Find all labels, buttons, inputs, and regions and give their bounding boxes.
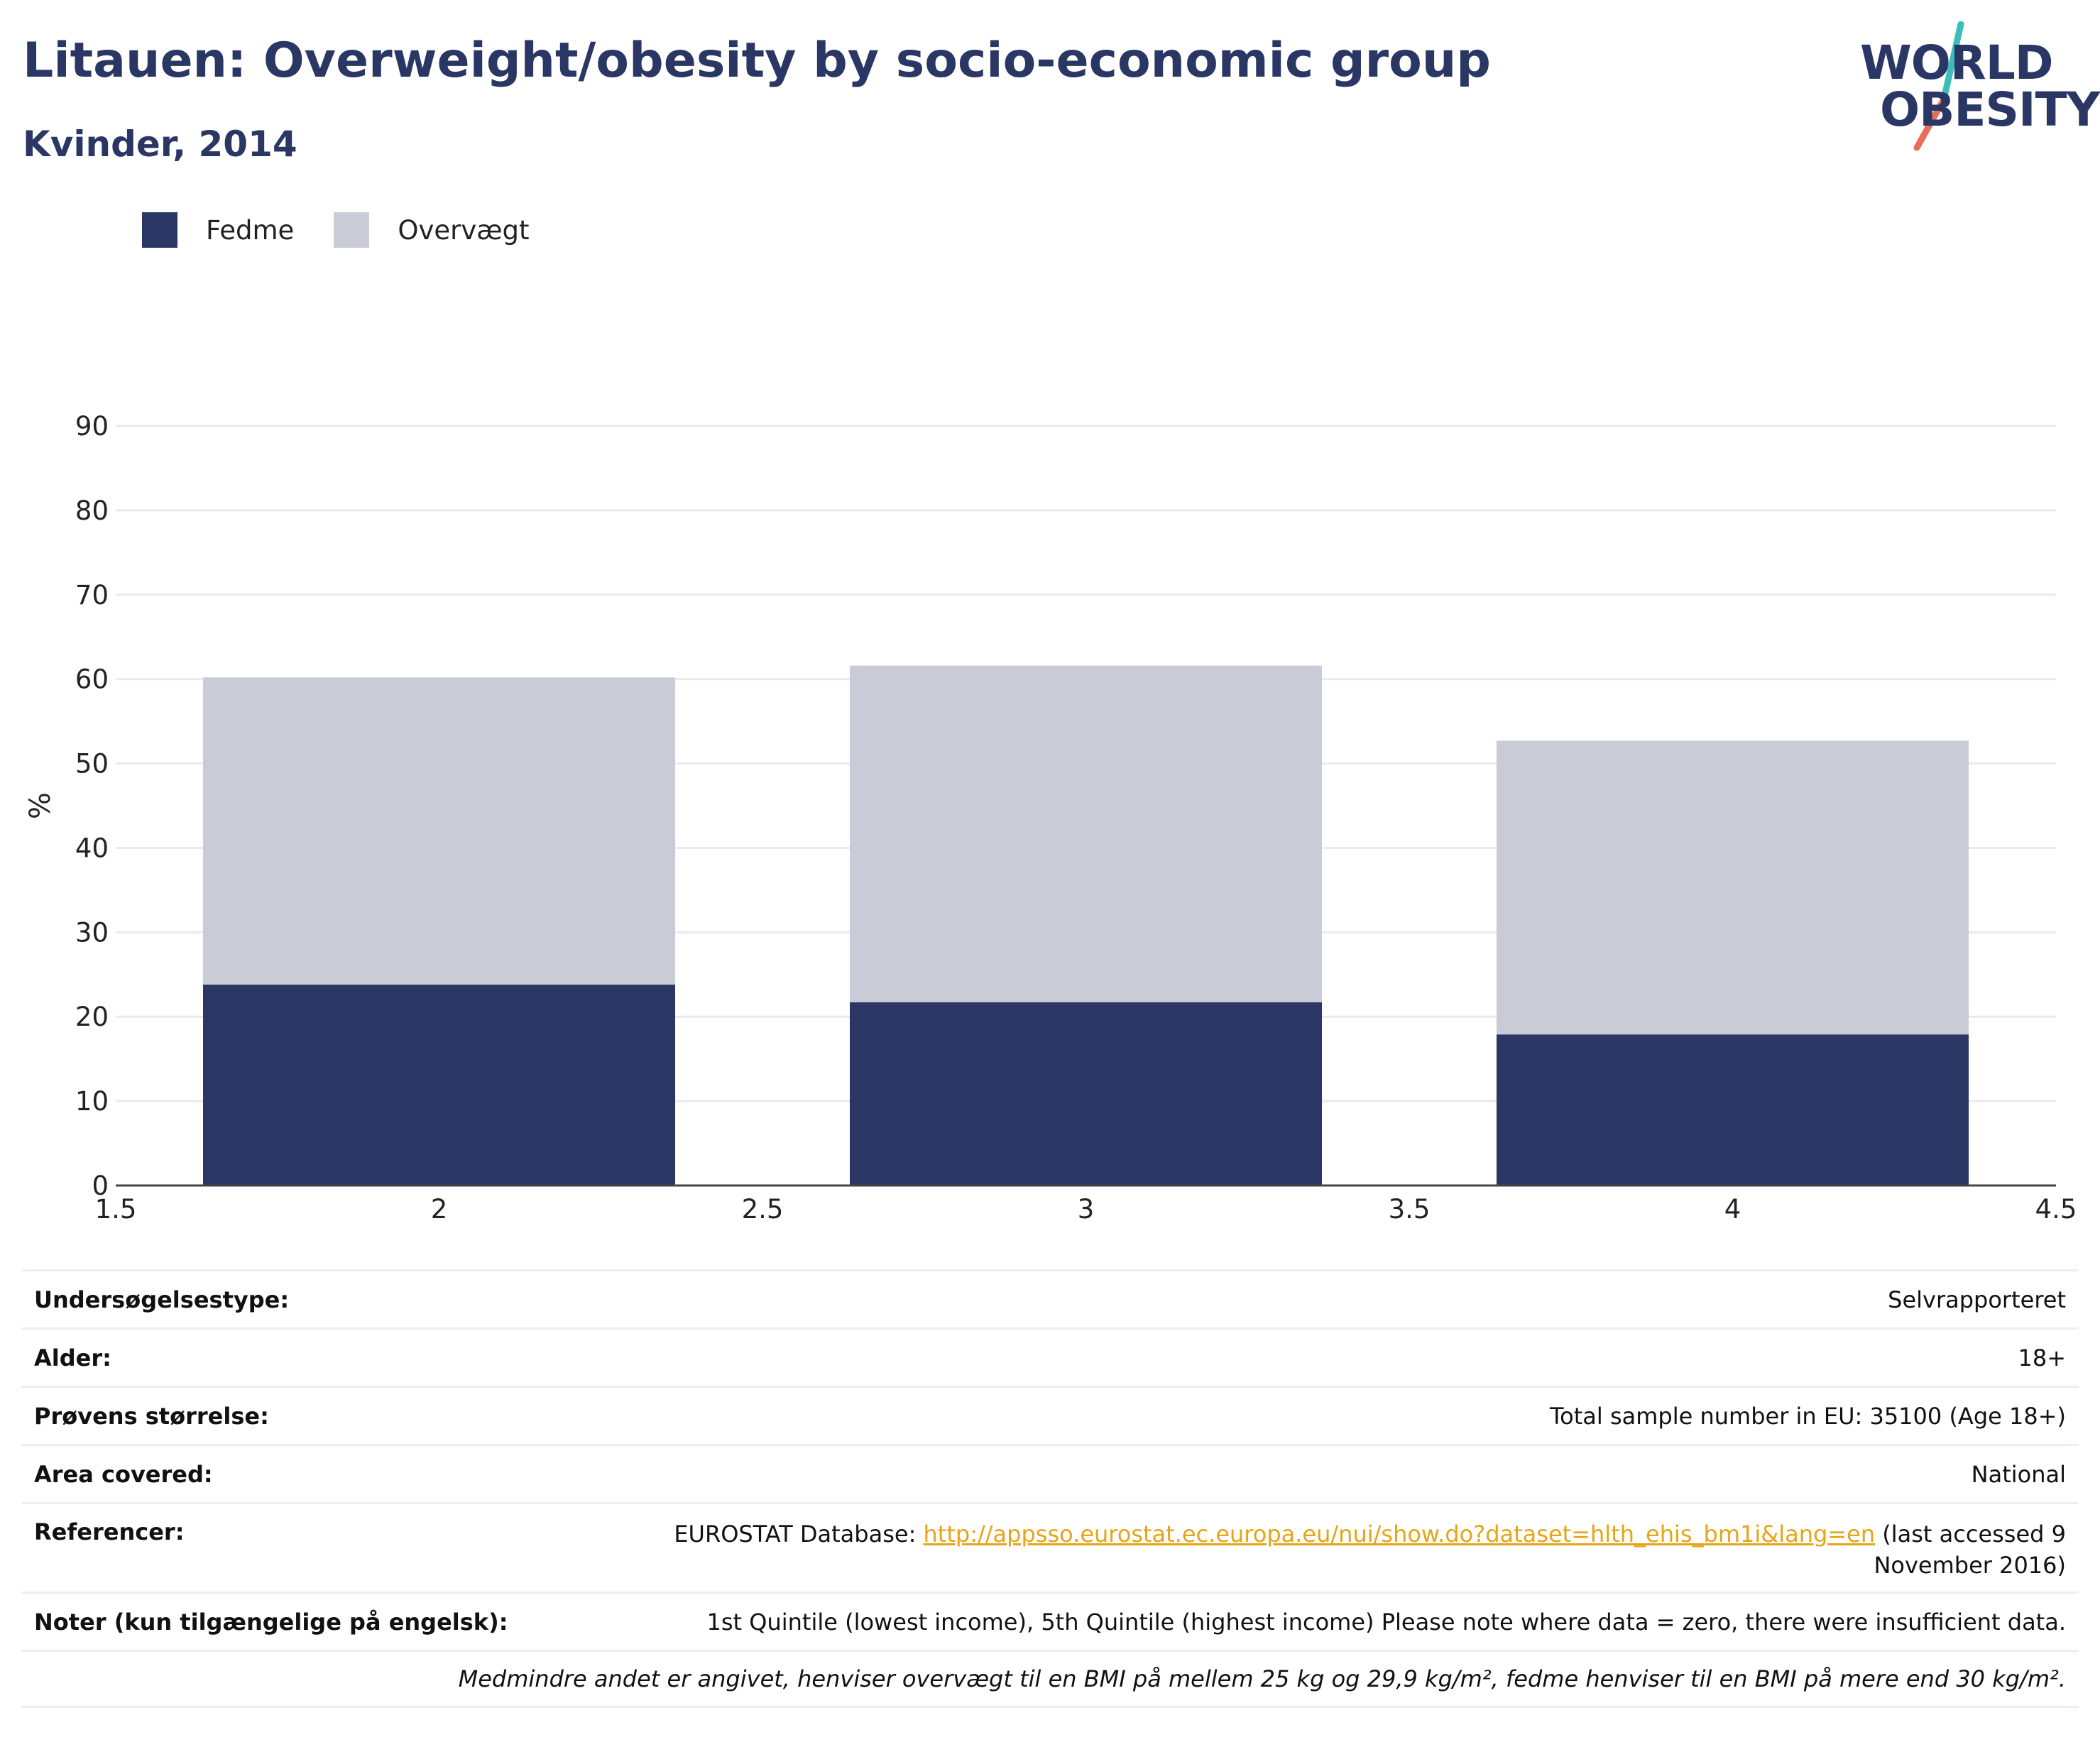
legend-item-fedme[interactable]: Fedme	[142, 212, 294, 248]
y-tick-label: 40	[75, 833, 109, 863]
info-label-notes: Noter (kun tilgængelige på engelsk):	[34, 1608, 508, 1636]
info-row-notes: Noter (kun tilgængelige på engelsk): 1st…	[21, 1592, 2079, 1650]
info-label-area-covered: Area covered:	[34, 1460, 213, 1488]
chart-legend: Fedme Overvægt	[142, 210, 569, 250]
info-value-notes: 1st Quintile (lowest income), 5th Quinti…	[706, 1608, 2067, 1636]
page-title: Litauen: Overweight/obesity by socio-eco…	[23, 33, 1491, 89]
x-tick-label: 1.5	[95, 1194, 137, 1225]
logo-slash-icon	[1913, 21, 1964, 151]
info-row-footnote: Medmindre andet er angivet, henviser ove…	[21, 1650, 2079, 1708]
world-obesity-logo[interactable]: WORLD OBESITY	[1846, 21, 2100, 156]
info-row-references: Referencer: EUROSTAT Database: http://ap…	[21, 1502, 2079, 1592]
reference-prefix: EUROSTAT Database:	[674, 1521, 924, 1548]
info-row: Prøvens størrelse: Total sample number i…	[21, 1386, 2079, 1444]
info-value-survey-type: Selvrapporteret	[1888, 1286, 2066, 1313]
info-value-age: 18+	[2018, 1344, 2066, 1371]
page-subtitle: Kvinder, 2014	[23, 124, 297, 165]
legend-item-overvaegt[interactable]: Overvægt	[334, 212, 530, 248]
bar-overvaegt	[202, 677, 676, 985]
legend-label-overvaegt: Overvægt	[398, 214, 530, 246]
info-value-references: EUROSTAT Database: http://appsso.eurosta…	[575, 1518, 2066, 1581]
info-value-area-covered: National	[1971, 1460, 2066, 1488]
y-axis-label: %	[24, 792, 57, 819]
footnote-text: Medmindre andet er angivet, henviser ove…	[458, 1665, 2066, 1692]
info-row: Undersøgelsestype: Selvrapporteret	[21, 1269, 2079, 1327]
y-tick-label: 10	[75, 1086, 109, 1117]
x-tick-label: 4.5	[2035, 1194, 2077, 1225]
reference-link[interactable]: http://appsso.eurostat.ec.europa.eu/nui/…	[923, 1521, 1876, 1548]
info-row: Alder: 18+	[21, 1327, 2079, 1386]
bar-fedme	[202, 985, 676, 1185]
bar-overvaegt	[849, 665, 1323, 1003]
x-tick-label: 4	[1724, 1194, 1741, 1225]
y-tick-label: 50	[75, 749, 109, 779]
logo-word-obesity: OBESITY	[1880, 82, 2100, 137]
y-tick-label: 90	[75, 411, 109, 442]
bar-overvaegt	[1496, 740, 1969, 1035]
reference-suffix: (last accessed 9 November 2016)	[1874, 1521, 2066, 1579]
y-tick-label: 70	[75, 580, 109, 610]
y-tick-label: 60	[75, 664, 109, 695]
info-label-references: Referencer:	[34, 1518, 185, 1545]
y-tick-label: 20	[75, 1002, 109, 1032]
legend-swatch-fedme	[142, 212, 177, 248]
stacked-bar-chart: 0 10 20 30 40 50 60 70 80 90 1.5 2 2.5 3 3.5 4 4.5%	[24, 411, 2077, 1225]
x-tick-label: 2	[431, 1194, 448, 1225]
x-tick-label: 3.5	[1389, 1194, 1431, 1225]
legend-swatch-overvaegt	[334, 212, 370, 248]
bar-fedme	[849, 1002, 1323, 1185]
logo-word-world: WORLD	[1860, 35, 2054, 90]
y-tick-label: 0	[92, 1171, 109, 1201]
survey-info-table: Undersøgelsestype: Selvrapporteret Alder…	[21, 1269, 2079, 1708]
info-value-sample-size: Total sample number in EU: 35100 (Age 18…	[1550, 1402, 2066, 1430]
legend-label-fedme: Fedme	[206, 214, 295, 246]
info-label-age: Alder:	[34, 1344, 111, 1371]
info-row: Area covered: National	[21, 1444, 2079, 1502]
info-label-survey-type: Undersøgelsestype:	[34, 1286, 290, 1313]
y-tick-label: 80	[75, 495, 109, 526]
y-tick-label: 30	[75, 917, 109, 948]
x-tick-label: 3	[1078, 1194, 1095, 1225]
bar-fedme	[1496, 1034, 1969, 1185]
info-label-sample-size: Prøvens størrelse:	[34, 1402, 269, 1430]
x-tick-label: 2.5	[742, 1194, 784, 1225]
